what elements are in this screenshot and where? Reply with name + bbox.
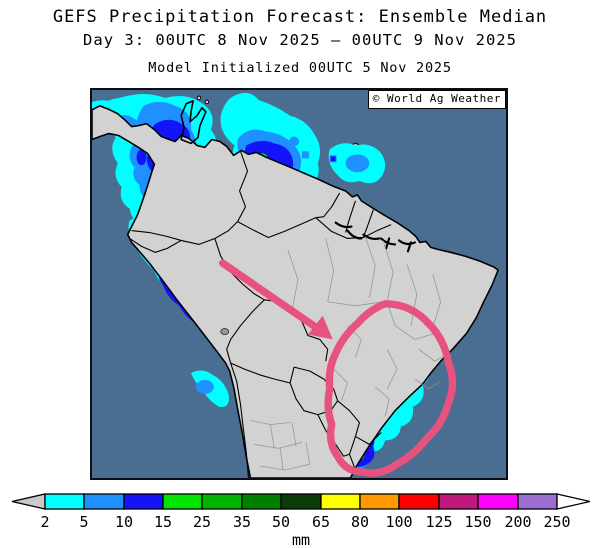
scale-segment: [280, 493, 322, 510]
tick-label: 125: [425, 513, 452, 531]
state-borders: [250, 236, 449, 471]
valid-period-subtitle: Day 3: 00UTC 8 Nov 2025 – 00UTC 9 Nov 20…: [83, 31, 517, 49]
tick-label: 200: [504, 513, 531, 531]
scale-segment: [44, 493, 85, 510]
below-min-arrow: [11, 493, 46, 510]
model-init-line: Model Initialized 00UTC 5 Nov 2025: [148, 60, 452, 76]
tick-label: 15: [154, 513, 172, 531]
tick-label: 250: [543, 513, 570, 531]
island: [196, 95, 202, 101]
tick-label: 65: [312, 513, 330, 531]
tick-label: 5: [79, 513, 88, 531]
scale-segment: [398, 493, 440, 510]
annotation-layer: [219, 259, 457, 477]
coastline-layer: [92, 100, 499, 478]
south-america-map-svg: [92, 90, 506, 478]
scale-segment: [477, 493, 519, 510]
highlight-oval: [324, 300, 457, 477]
scale-segment: [162, 493, 203, 510]
flow-arrow-head: [307, 315, 333, 340]
tick-label: 50: [272, 513, 290, 531]
precip-colorbar: 2 5 10 15 25 35 50 65 80 100 125 150 200…: [11, 493, 590, 548]
page-title: GEFS Precipitation Forecast: Ensemble Me…: [52, 7, 548, 27]
tick-label: 80: [351, 513, 369, 531]
scale-segment: [201, 493, 243, 510]
scale-segment: [359, 493, 400, 510]
tick-label: 10: [115, 513, 133, 531]
scale-segment: [517, 493, 558, 510]
tick-label: 35: [233, 513, 251, 531]
tick-label: 25: [193, 513, 211, 531]
tick-label: 150: [464, 513, 491, 531]
scale-segment: [123, 493, 164, 510]
scale-segment: [241, 493, 282, 510]
credit-badge: © World Ag Weather: [367, 90, 506, 109]
scale-segment: [320, 493, 361, 510]
scale-segment: [438, 493, 479, 510]
scale-segment: [83, 493, 125, 510]
forecast-map: © World Ag Weather: [90, 88, 508, 480]
tick-label: 100: [385, 513, 412, 531]
unit-label: mm: [292, 531, 310, 548]
tick-label: 2: [40, 513, 49, 531]
flow-arrow-shaft: [219, 259, 322, 333]
above-max-arrow: [556, 493, 590, 510]
lake-titicaca: [220, 328, 229, 335]
island: [204, 99, 210, 105]
